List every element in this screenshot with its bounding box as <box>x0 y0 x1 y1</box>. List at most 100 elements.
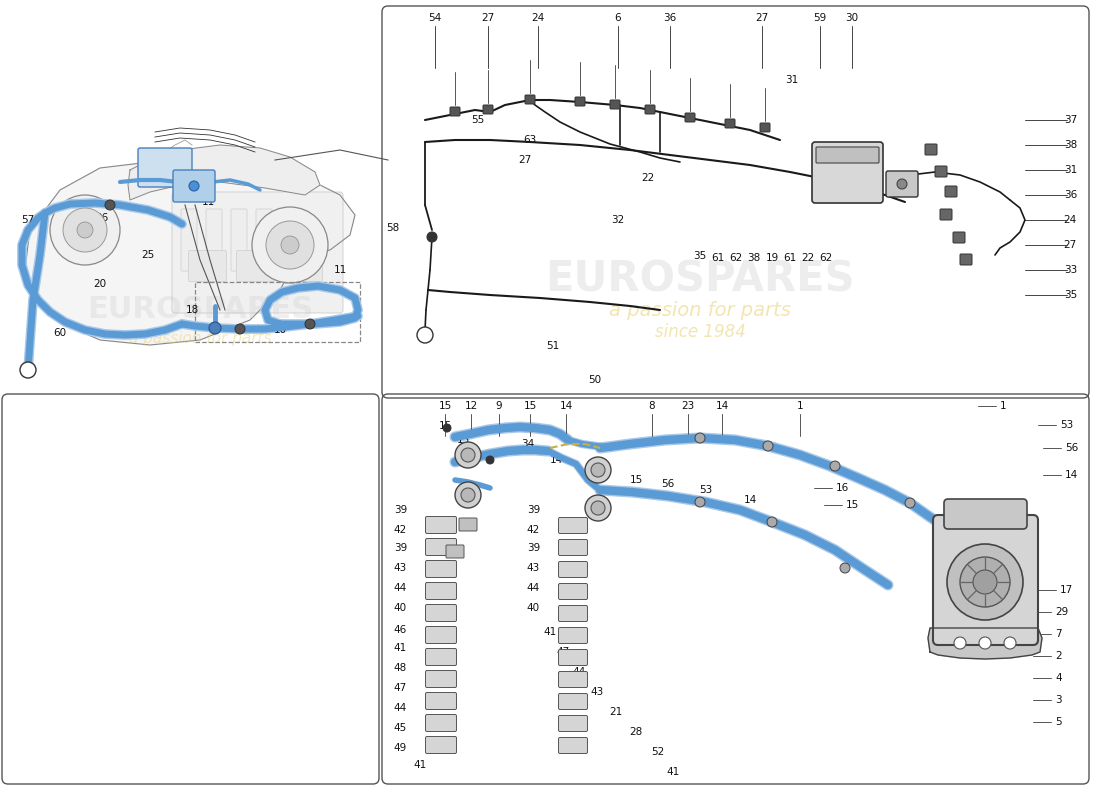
FancyBboxPatch shape <box>940 209 952 220</box>
Text: 54: 54 <box>428 13 441 23</box>
Text: since 1984: since 1984 <box>654 323 746 341</box>
Text: 1: 1 <box>796 401 803 411</box>
FancyBboxPatch shape <box>256 209 272 271</box>
Text: 15: 15 <box>846 500 859 510</box>
Text: 17: 17 <box>1060 585 1074 595</box>
Circle shape <box>417 327 433 343</box>
Text: 42: 42 <box>394 525 407 535</box>
Text: 43: 43 <box>591 687 604 697</box>
Circle shape <box>486 456 494 464</box>
Text: 44: 44 <box>573 667 586 677</box>
Text: 25: 25 <box>142 250 155 260</box>
FancyBboxPatch shape <box>960 254 972 265</box>
Circle shape <box>585 495 611 521</box>
Circle shape <box>266 221 314 269</box>
Text: 37: 37 <box>1064 115 1077 125</box>
Text: 59: 59 <box>813 13 826 23</box>
Text: 47: 47 <box>557 647 570 657</box>
Circle shape <box>1004 637 1016 649</box>
Text: 29: 29 <box>1055 607 1068 617</box>
Text: 53: 53 <box>700 485 713 495</box>
FancyBboxPatch shape <box>953 232 965 243</box>
FancyBboxPatch shape <box>459 518 477 531</box>
Text: 14: 14 <box>560 401 573 411</box>
FancyBboxPatch shape <box>426 649 456 666</box>
Text: 63: 63 <box>524 135 537 145</box>
Text: 49: 49 <box>394 743 407 753</box>
FancyBboxPatch shape <box>483 105 493 114</box>
Text: 23: 23 <box>681 401 694 411</box>
Text: 14: 14 <box>715 401 728 411</box>
Text: 60: 60 <box>54 328 67 338</box>
Text: 53: 53 <box>1060 420 1074 430</box>
Circle shape <box>947 544 1023 620</box>
FancyBboxPatch shape <box>253 198 275 292</box>
Circle shape <box>50 195 120 265</box>
FancyBboxPatch shape <box>278 198 300 292</box>
FancyBboxPatch shape <box>426 517 456 534</box>
FancyBboxPatch shape <box>559 518 587 534</box>
Text: 56: 56 <box>661 479 674 489</box>
Circle shape <box>427 232 437 242</box>
FancyBboxPatch shape <box>138 148 192 187</box>
Text: 3: 3 <box>1055 695 1061 705</box>
Text: 41: 41 <box>394 643 407 653</box>
FancyBboxPatch shape <box>944 499 1027 529</box>
Text: 48: 48 <box>394 663 407 673</box>
Text: 51: 51 <box>547 341 560 351</box>
Text: 57: 57 <box>21 215 34 225</box>
Text: 9: 9 <box>496 401 503 411</box>
FancyBboxPatch shape <box>426 737 456 754</box>
Circle shape <box>104 200 116 210</box>
Polygon shape <box>928 628 1042 659</box>
Text: 27: 27 <box>1064 240 1077 250</box>
FancyBboxPatch shape <box>426 670 456 687</box>
Text: 44: 44 <box>527 583 540 593</box>
FancyBboxPatch shape <box>446 545 464 558</box>
Text: A: A <box>24 366 31 374</box>
Text: 32: 32 <box>612 215 625 225</box>
Text: EUROSPARES: EUROSPARES <box>546 259 855 301</box>
FancyBboxPatch shape <box>645 105 654 114</box>
FancyBboxPatch shape <box>426 561 456 578</box>
Text: 31: 31 <box>785 75 799 85</box>
Text: 45: 45 <box>394 723 407 733</box>
Text: 26: 26 <box>96 213 109 223</box>
Circle shape <box>63 208 107 252</box>
Circle shape <box>695 497 705 507</box>
Text: 62: 62 <box>820 253 833 263</box>
Text: 27: 27 <box>518 155 531 165</box>
Text: 58: 58 <box>386 223 399 233</box>
FancyBboxPatch shape <box>559 606 587 622</box>
Circle shape <box>591 463 605 477</box>
Text: 44: 44 <box>394 703 407 713</box>
FancyBboxPatch shape <box>816 147 879 163</box>
Circle shape <box>591 501 605 515</box>
Text: 31: 31 <box>1064 165 1077 175</box>
Circle shape <box>235 324 245 334</box>
Text: 40: 40 <box>527 603 540 613</box>
Text: 5: 5 <box>1055 717 1061 727</box>
Text: 43: 43 <box>527 563 540 573</box>
FancyBboxPatch shape <box>945 186 957 197</box>
FancyBboxPatch shape <box>559 562 587 578</box>
Text: 44: 44 <box>394 583 407 593</box>
Text: 24: 24 <box>531 13 544 23</box>
Text: 15: 15 <box>629 475 642 485</box>
FancyBboxPatch shape <box>182 209 197 271</box>
Circle shape <box>979 637 991 649</box>
Text: 42: 42 <box>527 525 540 535</box>
FancyBboxPatch shape <box>935 166 947 177</box>
Circle shape <box>585 457 611 483</box>
FancyBboxPatch shape <box>280 209 297 271</box>
Text: 22: 22 <box>802 253 815 263</box>
Circle shape <box>305 319 315 329</box>
FancyBboxPatch shape <box>285 250 322 282</box>
Text: a passion for parts: a passion for parts <box>129 330 272 346</box>
FancyBboxPatch shape <box>559 627 587 643</box>
Circle shape <box>443 424 451 432</box>
Polygon shape <box>128 145 320 200</box>
Text: 35: 35 <box>1064 290 1077 300</box>
FancyBboxPatch shape <box>426 626 456 643</box>
Text: 30: 30 <box>846 13 859 23</box>
